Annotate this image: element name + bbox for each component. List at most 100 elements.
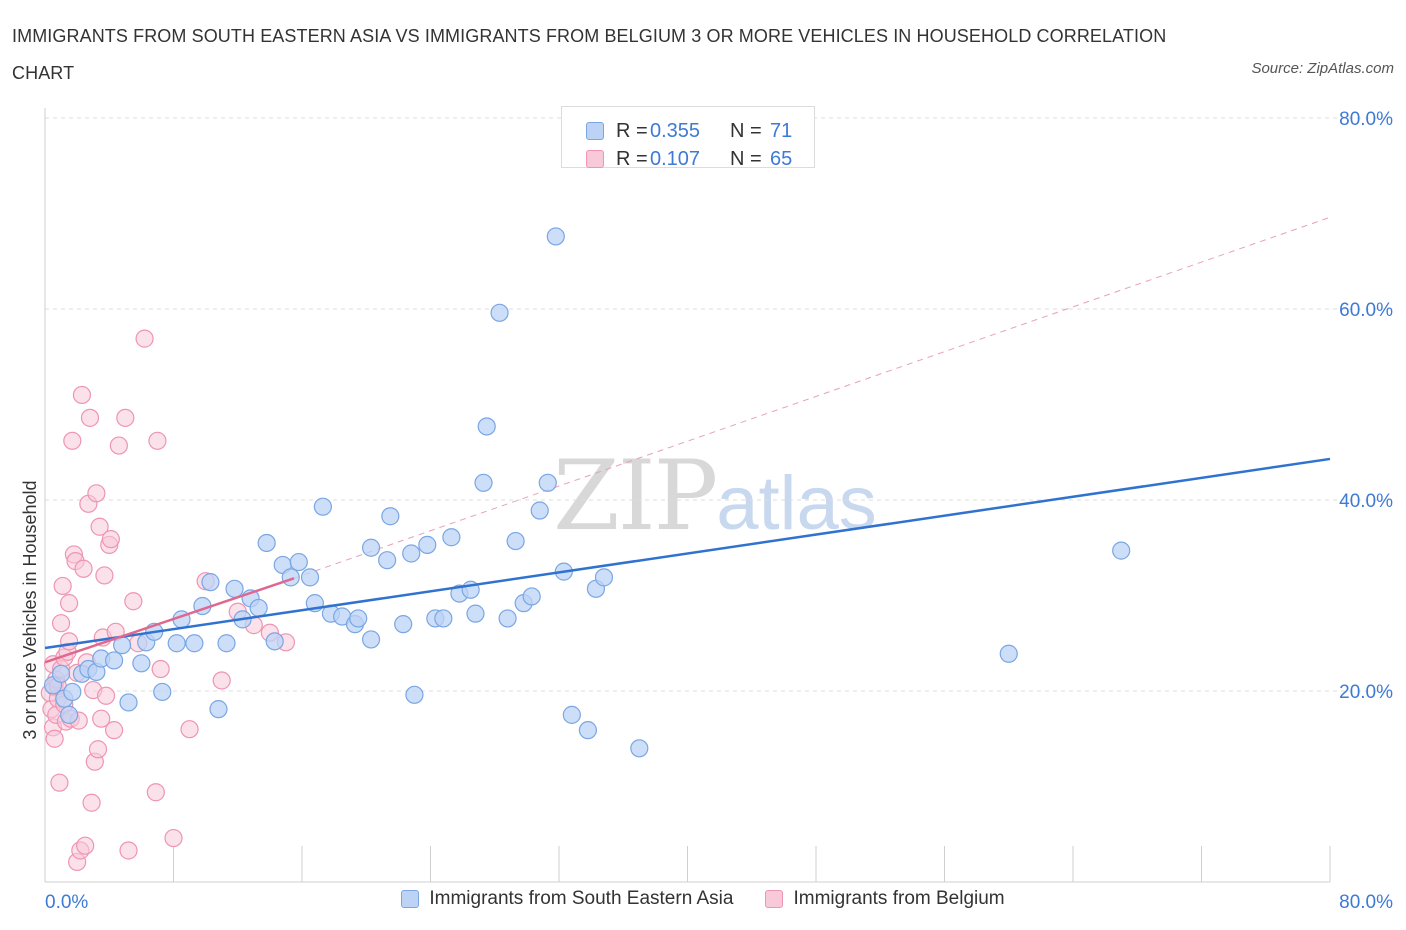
data-point-south-eastern-asia bbox=[522, 587, 541, 606]
data-point-south-eastern-asia bbox=[418, 535, 437, 554]
data-point-belgium bbox=[124, 592, 143, 611]
data-point-south-eastern-asia bbox=[506, 531, 525, 551]
source-label: Source: ZipAtlas.com bbox=[1251, 60, 1394, 77]
data-point-south-eastern-asia bbox=[578, 721, 598, 740]
data-point-south-eastern-asia bbox=[217, 634, 236, 653]
data-point-south-eastern-asia bbox=[265, 632, 284, 651]
data-point-south-eastern-asia bbox=[442, 528, 461, 547]
data-point-belgium bbox=[135, 329, 154, 348]
x-tick-label: 0.0% bbox=[45, 892, 88, 913]
data-point-south-eastern-asia bbox=[394, 615, 413, 634]
data-point-south-eastern-asia bbox=[538, 473, 557, 492]
data-point-south-eastern-asia bbox=[185, 634, 204, 653]
data-point-south-eastern-asia bbox=[999, 644, 1018, 663]
data-point-south-eastern-asia bbox=[1112, 541, 1131, 560]
data-point-belgium bbox=[116, 408, 135, 427]
data-point-south-eastern-asia bbox=[63, 682, 82, 702]
data-point-south-eastern-asia bbox=[474, 473, 493, 492]
data-point-south-eastern-asia bbox=[630, 739, 649, 758]
data-point-belgium bbox=[119, 841, 138, 860]
y-tick-label: 60.0% bbox=[1339, 300, 1393, 321]
data-point-south-eastern-asia bbox=[405, 685, 424, 704]
stats-r-value: 0.107 bbox=[650, 147, 701, 170]
legend-swatch-pink bbox=[765, 890, 784, 908]
stats-n-label: N = bbox=[730, 147, 762, 170]
stats-n-value: 71 bbox=[770, 119, 793, 142]
data-point-belgium bbox=[92, 709, 111, 728]
trend-line-belgium bbox=[44, 577, 295, 664]
legend-label: Immigrants from South Eastern Asia bbox=[429, 888, 734, 909]
stats-r-label: R = bbox=[616, 147, 648, 170]
data-point-south-eastern-asia bbox=[466, 604, 485, 623]
data-point-belgium bbox=[53, 576, 72, 596]
data-point-belgium bbox=[45, 729, 64, 748]
stats-r-value: 0.355 bbox=[650, 119, 701, 142]
data-point-south-eastern-asia bbox=[104, 651, 124, 670]
chart-title: IMMIGRANTS FROM SOUTH EASTERN ASIA VS IM… bbox=[12, 26, 1167, 83]
y-tick-label: 20.0% bbox=[1339, 682, 1393, 703]
data-point-south-eastern-asia bbox=[498, 609, 517, 628]
y-tick-label: 40.0% bbox=[1339, 491, 1393, 512]
data-point-south-eastern-asia bbox=[361, 538, 381, 557]
data-point-south-eastern-asia bbox=[378, 551, 397, 570]
data-point-belgium bbox=[88, 740, 108, 759]
data-point-south-eastern-asia bbox=[249, 598, 268, 618]
data-point-belgium bbox=[59, 594, 79, 613]
legend-label: Immigrants from Belgium bbox=[793, 888, 1005, 909]
data-point-south-eastern-asia bbox=[59, 705, 79, 724]
data-point-south-eastern-asia bbox=[209, 700, 228, 719]
data-point-belgium bbox=[148, 431, 167, 450]
data-point-south-eastern-asia bbox=[477, 417, 496, 436]
data-point-belgium bbox=[72, 385, 92, 405]
data-point-belgium bbox=[63, 431, 82, 450]
data-point-south-eastern-asia bbox=[51, 664, 71, 683]
data-point-belgium bbox=[95, 566, 114, 585]
data-point-south-eastern-asia bbox=[530, 501, 549, 520]
data-point-belgium bbox=[50, 773, 69, 792]
watermark-atlas: atlas bbox=[716, 461, 877, 546]
data-point-south-eastern-asia bbox=[257, 533, 276, 553]
watermark: ZIPatlas bbox=[553, 440, 877, 552]
trend-line-south-eastern-asia bbox=[44, 457, 1331, 650]
legend-item-south-eastern-asia[interactable]: Immigrants from South Eastern Asia bbox=[401, 888, 733, 910]
data-point-south-eastern-asia bbox=[313, 497, 332, 516]
legend-item-belgium[interactable]: Immigrants from Belgium bbox=[765, 888, 1005, 910]
data-point-south-eastern-asia bbox=[402, 544, 421, 563]
data-point-south-eastern-asia bbox=[381, 507, 400, 526]
x-tick-label: 80.0% bbox=[1339, 892, 1393, 913]
series-legend: Immigrants from South Eastern Asia Immig… bbox=[0, 888, 1406, 910]
data-point-belgium bbox=[76, 836, 95, 855]
data-point-south-eastern-asia bbox=[562, 705, 581, 724]
data-point-belgium bbox=[74, 559, 93, 578]
stats-n-label: N = bbox=[730, 119, 762, 142]
data-point-south-eastern-asia bbox=[289, 552, 308, 572]
data-point-belgium bbox=[212, 671, 231, 690]
data-point-south-eastern-asia bbox=[594, 568, 614, 587]
data-point-south-eastern-asia bbox=[300, 568, 320, 587]
trend-line-belgium-extension bbox=[293, 216, 1331, 579]
data-point-belgium bbox=[87, 484, 106, 503]
stats-swatch-blue bbox=[586, 122, 604, 140]
data-point-belgium bbox=[59, 632, 79, 651]
data-point-south-eastern-asia bbox=[201, 573, 220, 592]
data-point-belgium bbox=[109, 436, 128, 455]
stats-swatch-pink bbox=[586, 150, 604, 168]
stats-row-blue: R = 0.355 N = 71 bbox=[586, 117, 792, 145]
data-point-belgium bbox=[180, 720, 199, 739]
data-point-belgium bbox=[104, 721, 124, 740]
y-axis-label: 3 or more Vehicles in Household bbox=[20, 480, 40, 739]
data-point-belgium bbox=[101, 530, 120, 549]
data-point-south-eastern-asia bbox=[119, 693, 138, 712]
data-point-belgium bbox=[146, 783, 165, 802]
data-point-belgium bbox=[164, 828, 183, 848]
data-point-south-eastern-asia bbox=[132, 654, 151, 673]
data-point-belgium bbox=[96, 686, 116, 705]
data-point-belgium bbox=[51, 614, 71, 633]
data-point-belgium bbox=[80, 408, 100, 427]
stats-n-value: 65 bbox=[770, 147, 793, 170]
data-point-belgium bbox=[151, 659, 170, 679]
data-point-south-eastern-asia bbox=[225, 579, 244, 598]
data-point-south-eastern-asia bbox=[361, 630, 381, 649]
y-tick-label: 80.0% bbox=[1339, 109, 1393, 130]
